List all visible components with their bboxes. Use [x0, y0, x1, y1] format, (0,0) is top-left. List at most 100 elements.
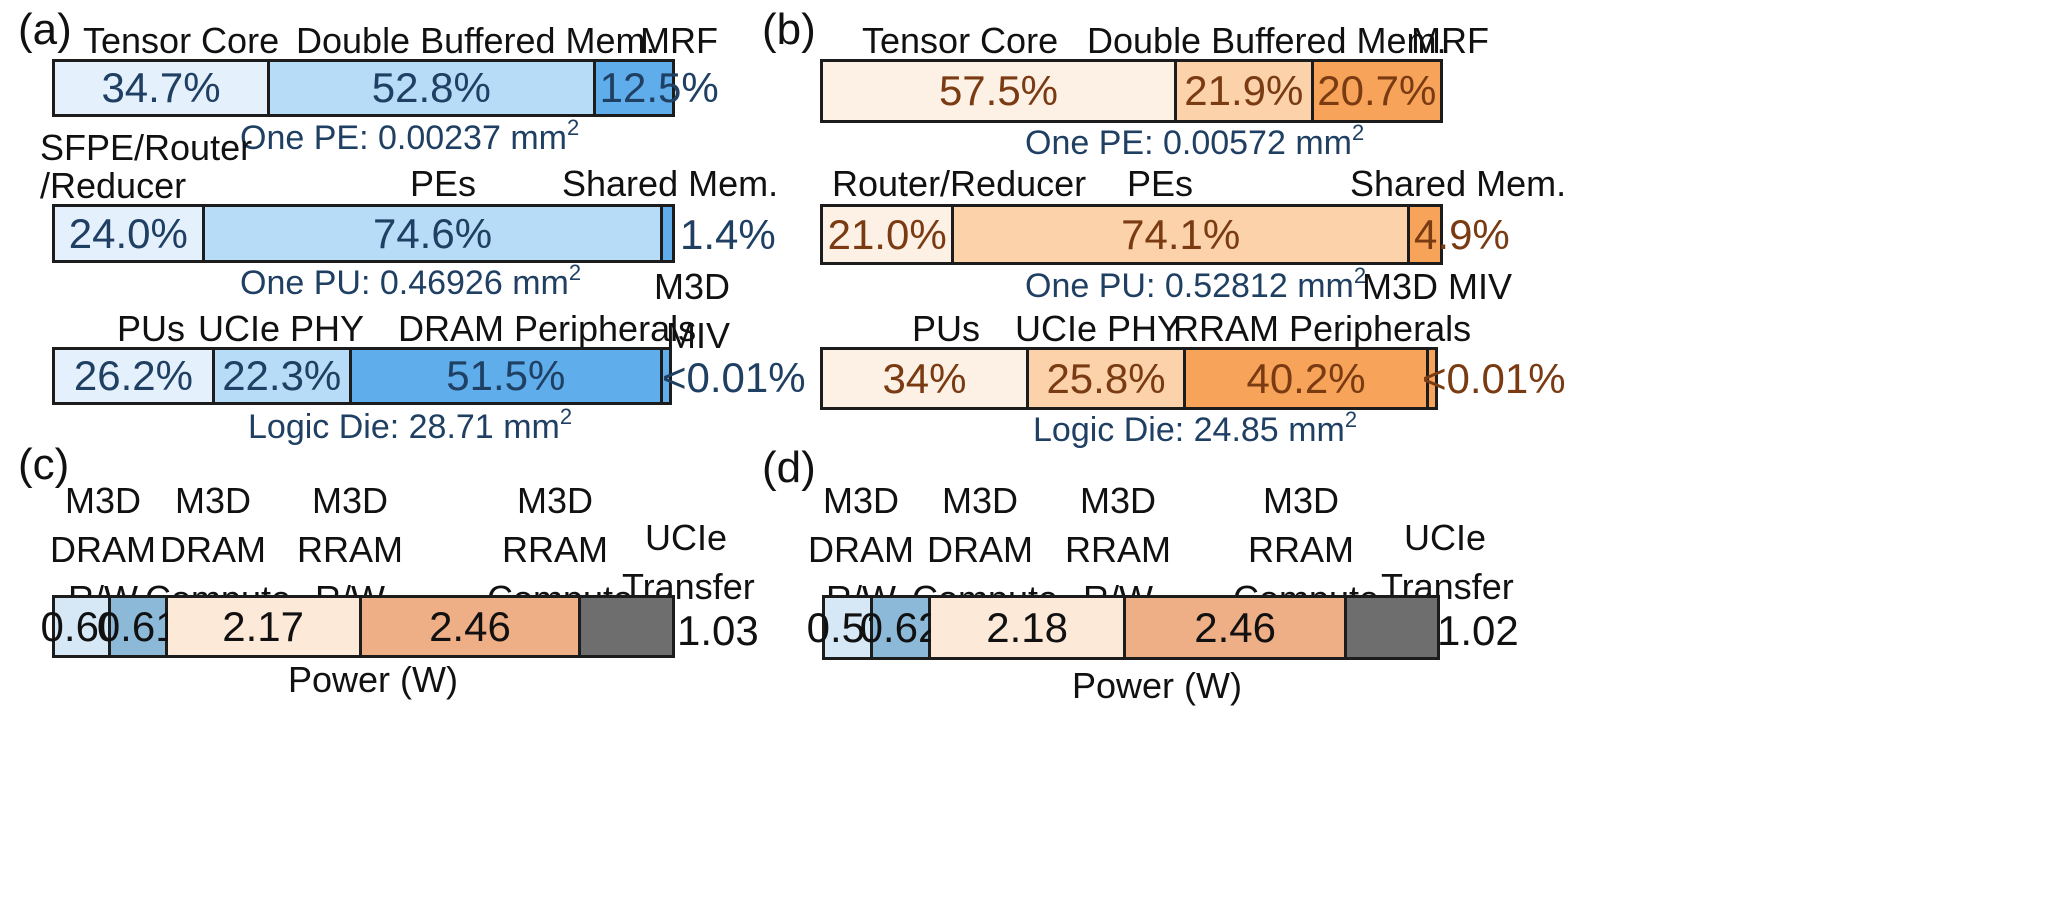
bar-value-label: 0.62	[859, 603, 942, 651]
bar-outside-value: 1.03	[677, 607, 759, 654]
label-pes: PEs	[410, 163, 477, 204]
bar-outside-value: 1.02	[1437, 607, 1519, 654]
bar-segment	[663, 207, 672, 260]
unit-text: mm	[1297, 267, 1354, 305]
bar-b-row1: 57.5% 21.9% 20.7%	[820, 59, 1443, 123]
label-dram-peripherals: DRAM Peripherals	[398, 308, 697, 349]
bar-value-label: 20.7%	[1317, 67, 1437, 114]
unit-text: mm	[503, 408, 560, 446]
label-pus: PUs	[117, 308, 186, 349]
label-sfpe-router-reducer: SFPE/Router /Reducer	[40, 127, 253, 206]
label-m3d-miv: M3D MIV	[1362, 266, 1513, 307]
unit-text: mm	[510, 119, 567, 157]
bar-segment	[1429, 350, 1435, 407]
bar-segment: 12.5%	[595, 62, 719, 114]
bar-value-label: 2.46	[1194, 603, 1277, 651]
bar-value-label: 57.5%	[938, 67, 1059, 114]
bar-value-label: 25.8%	[1046, 354, 1166, 402]
bar-a-row3: 26.2% 22.3% 51.5%	[52, 347, 672, 405]
caption-one-pu: One PU: 0.52812 mm2	[1025, 265, 1366, 305]
bar-value-label: 74.6%	[372, 209, 493, 257]
bar-segment: 24.0%	[55, 207, 205, 260]
panel-label-d: (d)	[762, 443, 816, 492]
label-rram-peripherals: RRAM Peripherals	[1173, 308, 1472, 349]
bar-value-label: 12.5%	[599, 64, 719, 111]
bar-value-label: 21.9%	[1184, 67, 1304, 114]
bar-value-label: 24.0%	[68, 209, 188, 257]
bar-segment: 40.2%	[1186, 350, 1430, 407]
panel-label-b: (b)	[762, 5, 816, 54]
bar-value-label: 74.1%	[1121, 210, 1241, 258]
bar-value-label: 2.17	[222, 602, 304, 650]
bar-b-row3: 34% 25.8% 40.2%	[820, 347, 1438, 410]
bar-segment: 26.2%	[55, 350, 215, 402]
unit-superscript: 2	[559, 404, 573, 429]
bar-segment: 2.46	[1126, 598, 1347, 657]
label-router-reducer: Router/Reducer	[832, 163, 1087, 204]
bar-value-label: 26.2%	[73, 352, 194, 399]
bar-segment: 2.17	[167, 598, 362, 655]
bar-segment: 34%	[823, 350, 1029, 407]
bar-value-label: 51.5%	[446, 352, 566, 399]
bar-a-row1: 34.7% 52.8% 12.5%	[52, 59, 719, 117]
bar-value-label: 22.3%	[222, 352, 342, 399]
label-m3d-miv: M3D MIV	[653, 266, 730, 356]
bar-outside-value: 1.4%	[680, 211, 776, 258]
label-shared-mem: Shared Mem.	[1350, 163, 1567, 204]
caption-logic-die: Logic Die: 28.71 mm2	[248, 406, 572, 446]
unit-superscript: 2	[566, 115, 580, 140]
bar-segment: 20.7%	[1313, 62, 1440, 120]
bar-value-label: 52.8%	[371, 64, 491, 111]
bar-value-label: 34.7%	[101, 64, 221, 111]
bar-outside-value: <0.01%	[662, 354, 806, 401]
x-axis-label-power: Power (W)	[288, 659, 458, 700]
label-ucie-transfer: UCIe Transfer	[622, 517, 755, 607]
bar-value-label: 0.61	[96, 602, 179, 650]
unit-superscript: 2	[1344, 407, 1358, 432]
label-ucie-phy: UCIe PHY	[198, 308, 365, 349]
bar-segment: 0.60	[41, 598, 122, 655]
bar-c-power: 0.60 0.61 2.17 2.46	[41, 595, 675, 658]
caption-one-pu: One PU: 0.46926 mm2	[240, 262, 581, 302]
bar-value-label: 2.46	[429, 602, 511, 650]
label-pus: PUs	[912, 308, 981, 349]
label-tensor-core: Tensor Core	[862, 20, 1059, 61]
bar-outside-value: <0.01%	[1422, 355, 1566, 402]
bar-segment: 22.3%	[214, 350, 352, 402]
panel-label-a: (a)	[18, 5, 72, 54]
bar-segment: 52.8%	[270, 62, 596, 114]
caption-one-pe: One PE: 0.00572 mm2	[1025, 122, 1364, 162]
unit-text: mm	[512, 264, 569, 302]
caption-text: One PE: 0.00572	[1025, 124, 1286, 162]
bar-segment: 34.7%	[55, 62, 271, 114]
bar-a-row2: 24.0% 74.6%	[52, 204, 675, 263]
caption-text: One PU: 0.52812	[1025, 267, 1288, 305]
label-pes: PEs	[1127, 163, 1194, 204]
bar-segment: 74.1%	[954, 207, 1411, 262]
bar-value-label: 21.0%	[827, 210, 947, 258]
x-axis-label-power: Power (W)	[1072, 665, 1242, 706]
bar-segment: 0.62	[860, 598, 941, 657]
panel-label-c: (c)	[18, 440, 70, 489]
bar-value-label: 0.60	[40, 602, 123, 650]
caption-text: One PU: 0.46926	[240, 264, 503, 302]
bar-value-label: 2.18	[986, 603, 1069, 651]
label-double-buffered-mem: Double Buffered Mem.	[296, 20, 656, 61]
label-mrf: MRF	[1411, 20, 1489, 61]
caption-text: Logic Die: 24.85	[1033, 411, 1279, 449]
bar-segment: 74.6%	[204, 207, 664, 260]
bar-value-label: 40.2%	[1246, 354, 1366, 402]
bar-segment: 2.18	[930, 598, 1127, 657]
bar-segment: 25.8%	[1028, 350, 1187, 407]
caption-one-pe: One PE: 0.00237 mm2	[240, 117, 579, 157]
bar-d-power: 0.51 0.62 2.18 2.46	[807, 595, 1440, 660]
bar-segment	[1346, 598, 1437, 657]
label-ucie-phy: UCIe PHY	[1015, 308, 1182, 349]
unit-text: mm	[1295, 124, 1352, 162]
label-ucie-transfer: UCIe Transfer	[1381, 517, 1514, 607]
bar-segment: 51.5%	[351, 350, 664, 402]
unit-superscript: 2	[1353, 263, 1367, 288]
label-tensor-core: Tensor Core	[83, 20, 280, 61]
label-mrf: MRF	[640, 20, 718, 61]
